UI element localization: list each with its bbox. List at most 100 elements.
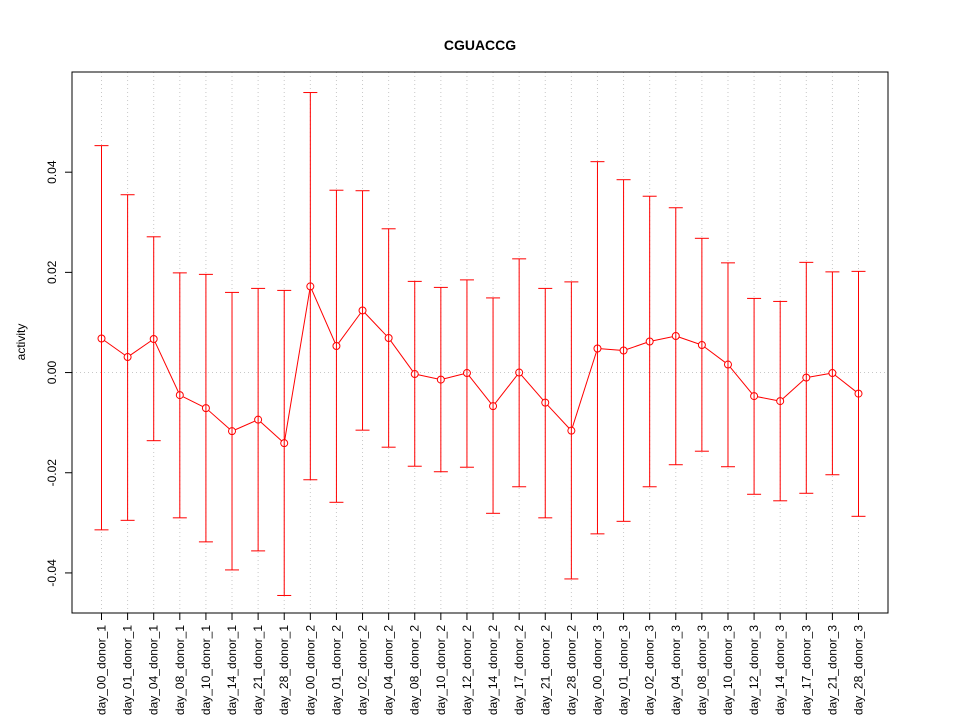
x-tick-label: day_04_donor_2 <box>382 625 396 715</box>
series-line-segment <box>704 346 726 363</box>
series-line-segment <box>652 336 673 342</box>
series-line-segment <box>208 410 230 430</box>
series-line-segment <box>809 373 830 378</box>
data-point <box>593 344 602 353</box>
x-tick-label: day_08_donor_3 <box>695 625 709 715</box>
series-line-segment <box>626 342 647 350</box>
y-tick-label: 0.00 <box>45 361 59 385</box>
data-point <box>97 334 106 343</box>
series-line-layer <box>104 289 857 442</box>
data-point <box>645 337 654 346</box>
x-tick-label: day_14_donor_2 <box>486 625 500 715</box>
data-point <box>436 375 445 384</box>
data-point <box>723 360 732 369</box>
x-tick-label: day_08_donor_2 <box>408 625 422 715</box>
x-tick-label: day_10_donor_2 <box>434 625 448 715</box>
data-point <box>254 415 263 424</box>
series-line-segment <box>130 340 152 356</box>
x-tick-label: day_08_donor_1 <box>173 625 187 715</box>
data-point <box>567 426 576 435</box>
x-tick-label: day_04_donor_1 <box>147 625 161 715</box>
x-tick-label: day_01_donor_2 <box>329 625 343 715</box>
series-line-segment <box>782 379 805 400</box>
series-line-segment <box>757 396 777 401</box>
data-point <box>306 282 315 291</box>
y-tick-label: -0.04 <box>45 559 59 587</box>
y-tick-label: 0.02 <box>45 260 59 284</box>
series-line-segment <box>729 366 753 394</box>
x-tick-label: day_14_donor_1 <box>225 625 239 715</box>
x-tick-label: day_01_donor_1 <box>121 625 135 715</box>
series-line-segment <box>182 396 204 408</box>
data-point <box>280 439 289 448</box>
data-point <box>854 389 863 398</box>
x-tick-label: day_00_donor_3 <box>590 625 604 715</box>
series-line-segment <box>418 374 438 380</box>
x-tick-label: day_12_donor_3 <box>747 625 761 715</box>
data-point <box>358 306 367 315</box>
y-tick-label: 0.04 <box>45 160 59 184</box>
data-point <box>697 341 706 350</box>
error-bar-layer <box>94 92 866 596</box>
x-tick-label: day_01_donor_3 <box>617 625 631 715</box>
plot-frame <box>71 71 889 614</box>
x-tick-label: day_21_donor_2 <box>538 625 552 715</box>
series-line-segment <box>338 312 361 344</box>
series-line-segment <box>154 341 179 393</box>
x-tick-label: day_02_donor_3 <box>643 625 657 715</box>
series-line-segment <box>600 348 621 351</box>
data-point <box>671 331 680 340</box>
data-point <box>802 373 811 382</box>
x-tick-label: day_02_donor_2 <box>356 625 370 715</box>
x-tick-label: day_28_donor_1 <box>277 625 291 715</box>
x-tick-label: day_28_donor_2 <box>564 625 578 715</box>
data-point <box>750 392 759 401</box>
data-point <box>828 369 837 378</box>
data-point <box>201 404 210 413</box>
data-point <box>541 398 550 407</box>
x-tick-label: day_21_donor_3 <box>825 625 839 715</box>
x-tick-label: day_12_donor_2 <box>460 625 474 715</box>
data-point <box>149 334 158 343</box>
data-point <box>175 391 184 400</box>
x-tick-label: day_14_donor_3 <box>773 625 787 715</box>
series-line-segment <box>260 421 282 442</box>
data-point <box>462 369 471 378</box>
chart-title: CGUACCG <box>444 37 516 53</box>
series-line-segment <box>547 404 570 429</box>
series-line-segment <box>444 373 464 380</box>
x-tick-label: day_10_donor_1 <box>199 625 213 715</box>
data-point <box>228 427 237 436</box>
series-line-segment <box>521 374 544 401</box>
data-point <box>619 346 628 355</box>
series-line-segment <box>571 351 597 428</box>
series-line-segment <box>390 340 414 372</box>
series-line-segment <box>104 340 126 356</box>
point-layer <box>97 282 863 448</box>
series-line-segment <box>364 312 387 336</box>
x-tick-label: day_17_donor_3 <box>799 625 813 715</box>
data-point <box>123 353 132 362</box>
y-axis-label: activity <box>14 324 28 361</box>
series-line-segment <box>678 336 699 345</box>
data-point <box>776 397 785 406</box>
data-point <box>332 342 341 351</box>
x-tick-label: day_17_donor_2 <box>512 625 526 715</box>
series-line-segment <box>468 375 492 404</box>
series-line-segment <box>494 375 518 404</box>
data-point <box>515 368 524 377</box>
x-tick-label: day_21_donor_1 <box>251 625 265 715</box>
data-point <box>489 402 498 411</box>
x-tick-label-layer: day_00_donor_1 day_01_donor_1 day_04_donor… <box>95 625 866 715</box>
y-tick-label: -0.02 <box>45 459 59 487</box>
series-line-segment <box>284 289 311 440</box>
data-point <box>410 370 419 379</box>
series-line-segment <box>235 420 256 431</box>
x-tick-label: day_00_donor_2 <box>303 625 317 715</box>
x-tick-label: day_04_donor_3 <box>669 625 683 715</box>
grid-layer <box>72 72 888 613</box>
x-tick-label: day_28_donor_3 <box>852 625 866 715</box>
series-line-segment <box>834 374 857 392</box>
